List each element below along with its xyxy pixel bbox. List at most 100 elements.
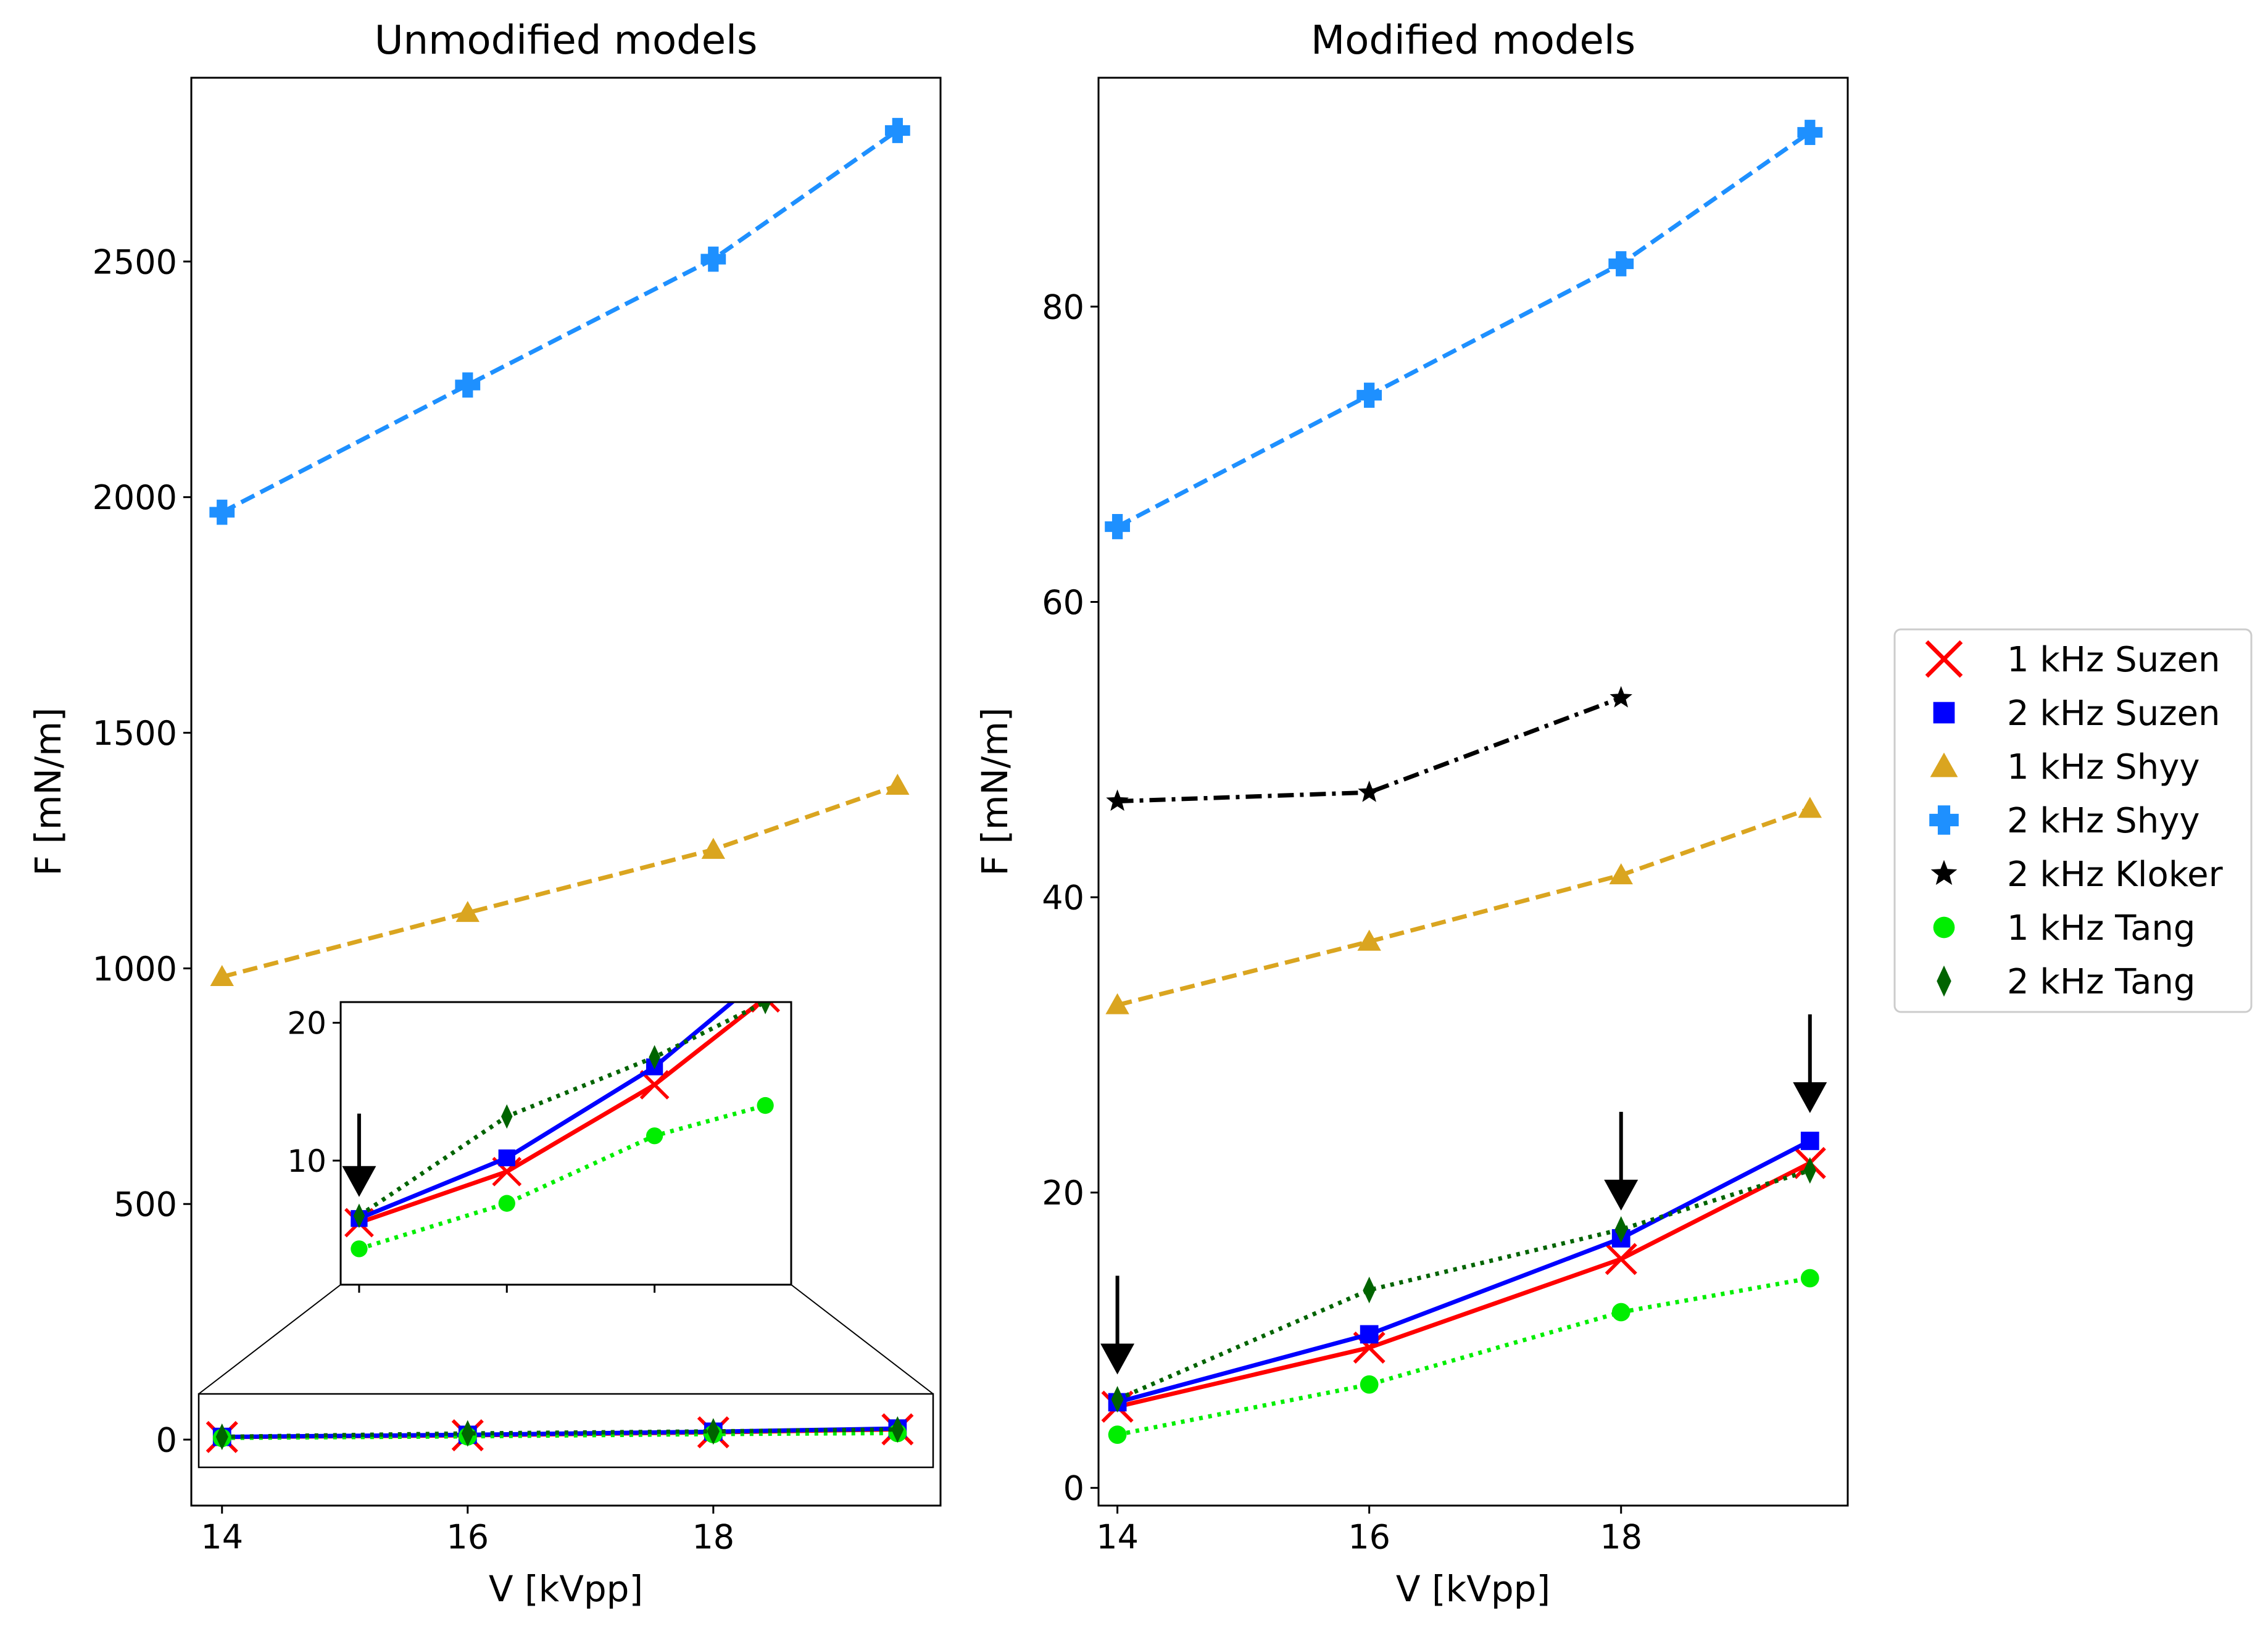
- data-point-tang2: [501, 1104, 513, 1129]
- series-tang2: [1111, 1157, 1816, 1413]
- data-point-kloker2: [1358, 781, 1381, 802]
- zoom-connector-right: [791, 1284, 934, 1395]
- data-point-tang2: [1803, 1157, 1816, 1184]
- data-point-tang2: [1111, 1386, 1124, 1413]
- y-tick-label: 20: [287, 1006, 326, 1042]
- data-point-kloker2: [1106, 789, 1129, 811]
- data-point-shyy1: [1105, 993, 1129, 1014]
- data-point-suzen2: [498, 1149, 515, 1167]
- series-tang2: [215, 1416, 904, 1451]
- data-point-shyy1: [210, 964, 234, 987]
- data-point-shyy2: [884, 118, 910, 143]
- data-point-tang2: [215, 1423, 228, 1451]
- legend-label: 2 kHz Tang: [2007, 962, 2195, 1002]
- series-line-tang2: [357, 1002, 766, 1218]
- series-shyy2: [1105, 120, 1823, 539]
- data-point-tang1: [1360, 1375, 1379, 1394]
- series-suzen2: [1108, 1132, 1819, 1412]
- series-tang2: [353, 1002, 771, 1229]
- data-point-suzen2: [757, 966, 773, 983]
- legend-label: 1 kHz Shyy: [2007, 747, 2199, 787]
- series-line-suzen2: [1116, 1138, 1811, 1404]
- y-axis-label: F [mN/m]: [27, 708, 69, 876]
- y-tick-label: 1500: [93, 714, 177, 753]
- x-tick-label: 16: [446, 1518, 489, 1557]
- plot-frame: [1097, 77, 1849, 1507]
- data-point-shyy2: [1105, 514, 1131, 539]
- y-tick-label: 10: [287, 1143, 326, 1179]
- data-point-shyy2: [455, 372, 481, 398]
- legend-label: 2 kHz Kloker: [2007, 855, 2224, 895]
- data-point-suzen1: [1605, 1243, 1637, 1275]
- data-point-tang1: [351, 1240, 368, 1258]
- series-line-shyy2: [221, 128, 899, 515]
- x-tick-label: 18: [692, 1518, 734, 1557]
- data-point-shyy2: [209, 499, 235, 525]
- data-point-tang2: [649, 1045, 660, 1070]
- y-tick-label: 2000: [93, 478, 177, 517]
- legend-entry-suzen1: 1 kHz Suzen: [1925, 640, 2220, 680]
- data-point-shyy2: [1797, 120, 1823, 145]
- legend-entry-suzen2: 2 kHz Suzen: [1933, 694, 2220, 734]
- data-point-shyy1: [701, 837, 726, 859]
- data-point-shyy1: [1609, 863, 1633, 885]
- series-line-shyy1: [1116, 806, 1811, 1008]
- series-tang1: [1108, 1269, 1819, 1445]
- legend-marker-kloker2: [1930, 860, 1958, 885]
- chart-title: Modified models: [1311, 18, 1635, 64]
- data-point-suzen1: [639, 1070, 670, 1100]
- arrow-indicator: [342, 1113, 376, 1197]
- data-point-tang2: [1363, 1277, 1376, 1304]
- data-point-tang1: [1611, 1303, 1630, 1322]
- legend-entry-tang1: 1 kHz Tang: [1933, 908, 2195, 948]
- data-point-shyy1: [1357, 929, 1381, 951]
- data-point-shyy2: [700, 246, 726, 272]
- arrow-indicator: [1100, 1275, 1135, 1375]
- data-point-kloker2: [1610, 686, 1632, 708]
- plot-frame: [190, 77, 942, 1507]
- series-line-shyy1: [221, 783, 899, 979]
- series-suzen1: [344, 1002, 780, 1238]
- legend-marker-shyy1: [1930, 752, 1958, 777]
- legend-frame: [1893, 628, 2253, 1013]
- series-line-kloker2: [1117, 695, 1622, 804]
- data-point-shyy2: [1608, 251, 1634, 276]
- legend: 1 kHz Suzen 2 kHz Suzen 1 kHz Shyy 2 kHz Sh…: [1893, 628, 2253, 1013]
- y-tick-label: 500: [114, 1185, 177, 1224]
- legend-label: 2 kHz Suzen: [2007, 694, 2220, 734]
- series-line-tang2: [222, 1427, 898, 1439]
- legend-label: 1 kHz Tang: [2007, 908, 2195, 948]
- y-tick-label: 0: [1063, 1469, 1084, 1508]
- data-point-shyy1: [1798, 797, 1822, 818]
- data-point-suzen1: [750, 1002, 780, 1013]
- data-point-tang2: [759, 1002, 771, 1014]
- y-tick-label: 40: [1042, 879, 1084, 918]
- legend-marker-tang2: [1937, 965, 1951, 997]
- x-tick-label: 14: [201, 1518, 243, 1557]
- y-tick-label: 1000: [93, 950, 177, 989]
- legend-entry-shyy1: 1 kHz Shyy: [1930, 747, 2199, 787]
- y-tick-label: 80: [1042, 288, 1084, 326]
- series-tang1: [351, 1096, 774, 1258]
- y-axis-label: F [mN/m]: [974, 708, 1016, 876]
- legend-entry-tang2: 2 kHz Tang: [1937, 962, 2195, 1002]
- data-point-tang1: [757, 1096, 774, 1114]
- data-point-suzen2: [1360, 1325, 1379, 1344]
- data-point-tang1: [1108, 1425, 1127, 1445]
- series-line-tang2: [1116, 1168, 1811, 1401]
- series-shyy2: [209, 118, 910, 525]
- series-kloker2: [1106, 686, 1632, 811]
- legend-label: 1 kHz Suzen: [2007, 640, 2220, 680]
- y-tick-label: 20: [1042, 1174, 1084, 1212]
- series-shyy1: [1105, 797, 1822, 1014]
- x-tick-label: 18: [1600, 1518, 1642, 1557]
- data-point-tang2: [353, 1203, 365, 1229]
- series-line-suzen2: [358, 1002, 736, 1221]
- arrow-indicator: [1793, 1014, 1827, 1113]
- legend-marker-suzen1: [1925, 640, 1963, 678]
- legend-marker-shyy2: [1929, 805, 1959, 835]
- data-point-shyy1: [886, 773, 910, 795]
- data-point-tang1: [646, 1127, 663, 1145]
- panel-modified: Modified models 14 16 18 0 20 40 60 80 V [kVpp]…: [974, 18, 1849, 1610]
